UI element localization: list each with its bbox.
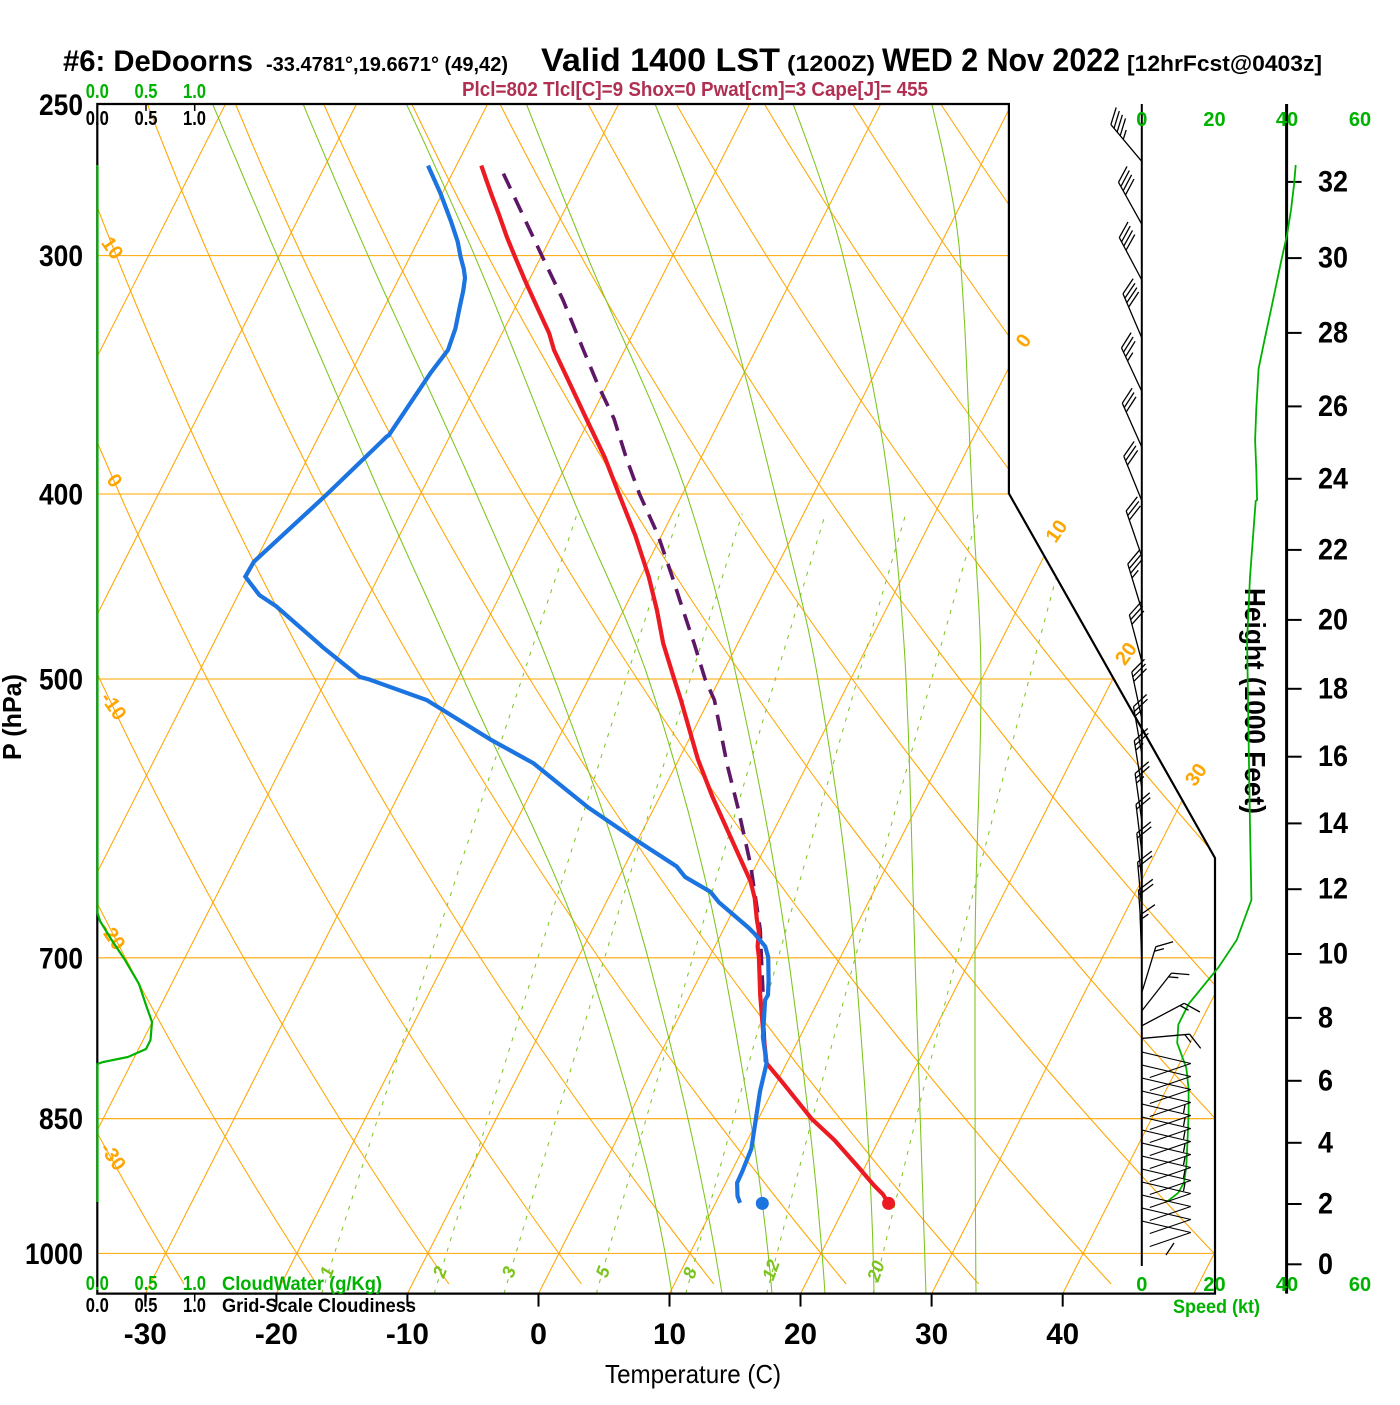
svg-text:500: 500	[39, 664, 83, 697]
svg-text:12: 12	[1318, 873, 1348, 906]
svg-text:0.5: 0.5	[135, 1273, 158, 1295]
svg-text:P (hPa): P (hPa)	[0, 674, 27, 760]
svg-text:0.5: 0.5	[135, 108, 158, 130]
svg-text:60: 60	[1349, 1274, 1371, 1296]
svg-text:28: 28	[1318, 316, 1348, 349]
svg-text:CloudWater (g/Kg): CloudWater (g/Kg)	[222, 1274, 382, 1295]
svg-text:30: 30	[915, 1318, 948, 1351]
svg-text:0.0: 0.0	[86, 81, 109, 103]
svg-text:Grid-Scale Cloudiness: Grid-Scale Cloudiness	[222, 1296, 416, 1317]
svg-text:-10: -10	[386, 1318, 429, 1351]
svg-text:1.0: 1.0	[183, 108, 206, 130]
svg-text:-33.4781°,19.6671° (49,42): -33.4781°,19.6671° (49,42)	[266, 54, 508, 76]
svg-text:1.0: 1.0	[183, 81, 206, 103]
svg-text:300: 300	[39, 240, 83, 273]
svg-text:-30: -30	[124, 1318, 167, 1351]
svg-text:WED 2 Nov 2022: WED 2 Nov 2022	[882, 42, 1120, 78]
svg-text:18: 18	[1318, 672, 1348, 705]
svg-text:20: 20	[1203, 1274, 1225, 1296]
svg-text:0: 0	[1136, 1274, 1147, 1296]
svg-text:850: 850	[39, 1103, 83, 1136]
svg-text:6: 6	[1318, 1064, 1333, 1097]
svg-text:8: 8	[1318, 1001, 1333, 1034]
svg-text:[12hrFcst@0403z]: [12hrFcst@0403z]	[1127, 51, 1322, 76]
svg-text:0.5: 0.5	[135, 81, 158, 103]
svg-text:250: 250	[39, 89, 83, 122]
svg-text:40: 40	[1046, 1318, 1079, 1351]
svg-text:0.5: 0.5	[135, 1295, 158, 1317]
svg-text:30: 30	[1318, 242, 1348, 275]
svg-text:#6: DeDoorns: #6: DeDoorns	[63, 45, 253, 78]
svg-text:40: 40	[1276, 1274, 1298, 1296]
svg-text:700: 700	[39, 942, 83, 975]
svg-text:20: 20	[1318, 603, 1348, 636]
svg-text:0: 0	[1136, 109, 1147, 131]
svg-text:2: 2	[1318, 1188, 1333, 1221]
svg-text:4: 4	[1318, 1126, 1333, 1159]
svg-text:(1200Z): (1200Z)	[787, 51, 875, 76]
svg-text:24: 24	[1318, 462, 1348, 495]
svg-text:20: 20	[784, 1318, 817, 1351]
svg-text:0.0: 0.0	[86, 1273, 109, 1295]
svg-text:1000: 1000	[25, 1238, 83, 1271]
svg-text:26: 26	[1318, 390, 1348, 423]
svg-text:32: 32	[1318, 165, 1348, 198]
svg-text:10: 10	[653, 1318, 686, 1351]
svg-text:0: 0	[530, 1318, 547, 1351]
svg-text:-20: -20	[255, 1318, 298, 1351]
svg-text:16: 16	[1318, 740, 1348, 773]
svg-text:20: 20	[1203, 109, 1225, 131]
svg-text:40: 40	[1276, 109, 1298, 131]
svg-text:Plcl=802 Tlcl[C]=9 Shox=0 Pwat: Plcl=802 Tlcl[C]=9 Shox=0 Pwat[cm]=3 Cap…	[462, 79, 928, 101]
svg-text:10: 10	[1318, 938, 1348, 971]
svg-text:0: 0	[1318, 1248, 1333, 1281]
svg-text:Height (1000 Feet): Height (1000 Feet)	[1238, 588, 1270, 814]
svg-text:1.0: 1.0	[183, 1295, 206, 1317]
svg-text:Speed (kt): Speed (kt)	[1173, 1297, 1260, 1318]
svg-text:0.0: 0.0	[86, 108, 109, 130]
svg-text:1.0: 1.0	[183, 1273, 206, 1295]
svg-text:14: 14	[1318, 807, 1348, 840]
svg-text:0.0: 0.0	[86, 1295, 109, 1317]
svg-text:Valid 1400 LST: Valid 1400 LST	[541, 42, 780, 78]
svg-text:Temperature (C): Temperature (C)	[605, 1359, 781, 1389]
svg-text:22: 22	[1318, 533, 1348, 566]
svg-text:400: 400	[39, 479, 83, 512]
svg-text:60: 60	[1349, 109, 1371, 131]
